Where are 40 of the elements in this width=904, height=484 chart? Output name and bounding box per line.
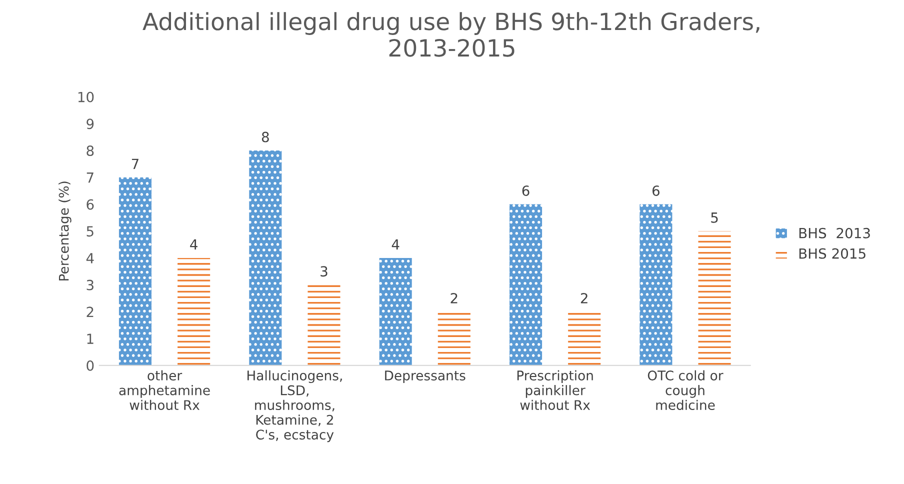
data-label: 6: [652, 185, 660, 196]
bar: [379, 258, 412, 366]
y-tick-label: 5: [86, 226, 94, 237]
chart-title: Additional illegal drug use by BHS 9th-12th Graders, 2013-2015: [142, 12, 760, 57]
x-tick-label: Depressants: [385, 370, 466, 384]
data-label: 8: [262, 132, 269, 142]
y-tick-label: 4: [86, 253, 94, 264]
y-tick-label: 0: [86, 360, 94, 371]
y-tick-label: 2: [86, 306, 94, 317]
y-tick-label: 6: [86, 199, 94, 210]
bar: [118, 177, 152, 366]
bar: [249, 150, 282, 366]
x-tick-label: Hallucinogens, LSD, mushrooms, Ketamine, 2 C's, ecstacy: [248, 370, 342, 442]
data-label: 3: [320, 266, 328, 277]
bar: [698, 231, 731, 366]
y-tick-label: 3: [86, 280, 94, 290]
bar: [568, 312, 601, 366]
data-label: 4: [190, 239, 198, 250]
y-tick-label: 7: [86, 172, 94, 183]
y-tick-label: 8: [86, 145, 94, 156]
bar: [509, 204, 542, 366]
legend-label: BHS 2015: [799, 248, 866, 259]
x-tick-label: Prescription painkiller without Rx: [517, 370, 593, 410]
bar: [178, 258, 210, 366]
x-tick-label: other amphetamine without Rx: [119, 370, 210, 410]
data-label: 5: [711, 212, 718, 223]
y-axis-title: Percentage (%): [58, 182, 72, 280]
x-tick-label: OTC cold or cough medicine: [648, 370, 724, 410]
data-label: 2: [580, 292, 588, 304]
data-label: 7: [132, 158, 138, 169]
data-label: 4: [392, 239, 400, 250]
data-label: 6: [522, 185, 530, 196]
y-tick-label: 9: [86, 118, 94, 130]
bar: [438, 312, 470, 366]
data-label: 2: [450, 292, 458, 304]
legend-label: BHS 2013: [799, 228, 870, 238]
bar: [640, 204, 672, 366]
y-tick-label: 10: [78, 92, 94, 102]
y-tick-label: 1: [87, 334, 94, 344]
bar: [308, 284, 340, 366]
